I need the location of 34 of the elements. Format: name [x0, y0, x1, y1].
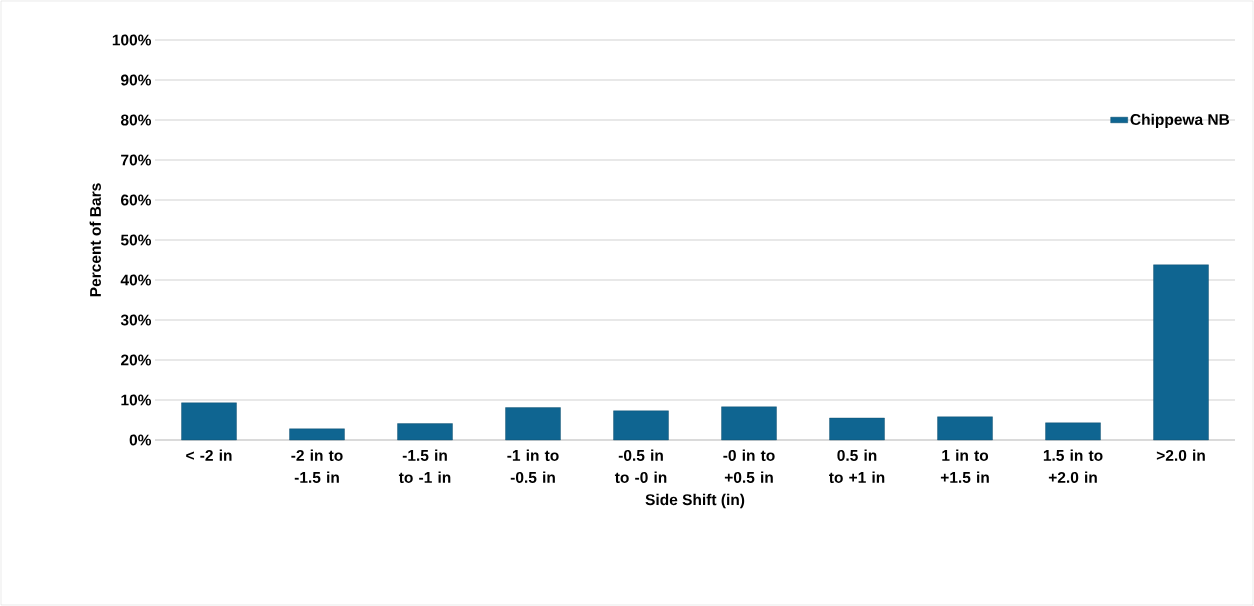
y-tick-label: 20% [120, 354, 152, 366]
x-tick-label: 0.5 in to +1 in [829, 449, 885, 483]
legend-label: Chippewa NB [1130, 113, 1230, 129]
bar [937, 416, 993, 441]
y-tick-label: 90% [120, 74, 152, 86]
y-tick-label: 50% [120, 234, 152, 246]
x-tick-label: 1.5 in to +2.0 in [1043, 449, 1103, 483]
y-tick-label: 60% [121, 194, 152, 206]
x-tick-label: -1.5 in to -1 in [398, 449, 451, 483]
bar [829, 417, 885, 441]
y-tick-label: 80% [120, 114, 152, 126]
bar [181, 402, 237, 441]
bar [1153, 264, 1209, 441]
x-tick-label: < -2 in [186, 449, 232, 461]
x-tick-label: 1 in to +1.5 in [940, 449, 989, 483]
bar [1045, 422, 1101, 441]
x-axis-title: Side Shift (in) [645, 493, 745, 509]
bar [505, 407, 561, 441]
x-tick-label: -0 in to +0.5 in [723, 449, 775, 483]
y-tick-label: 100% [112, 34, 152, 46]
y-tick-label: 10% [121, 394, 152, 406]
bar [289, 428, 345, 441]
bar [397, 423, 453, 441]
x-tick-label: -1 in to -0.5 in [507, 449, 559, 483]
y-tick-label: 30% [120, 314, 152, 326]
y-tick-label: 70% [121, 154, 152, 166]
y-tick-label: 0% [129, 434, 152, 446]
y-axis-title: Percent of Bars [89, 183, 101, 297]
x-tick-label: -0.5 in to -0 in [614, 449, 667, 483]
x-tick-label: -2 in to -1.5 in [291, 449, 343, 483]
y-tick-label: 40% [120, 274, 152, 286]
bar [721, 406, 777, 441]
x-tick-label: >2.0 in [1156, 449, 1205, 461]
bar [613, 410, 669, 441]
